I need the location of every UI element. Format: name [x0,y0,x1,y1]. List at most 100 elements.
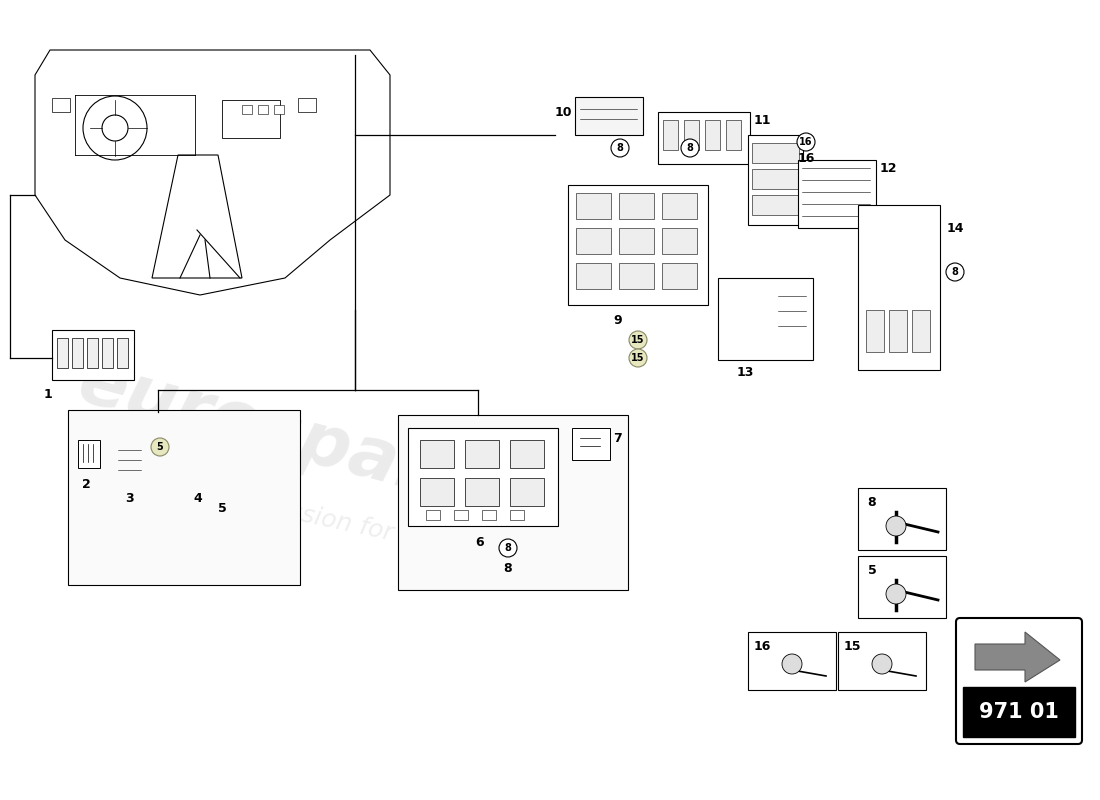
Text: 8: 8 [504,562,513,574]
Bar [662,228,697,254]
Text: 8: 8 [868,495,877,509]
Bar [619,228,654,254]
Bar [718,278,813,360]
Circle shape [798,133,815,151]
Bar [78,440,100,468]
Bar [510,478,544,506]
Circle shape [886,584,906,604]
Bar [465,440,499,468]
FancyBboxPatch shape [956,618,1082,744]
Bar [57,338,68,368]
Text: 10: 10 [554,106,572,119]
Bar [858,556,946,618]
Bar [798,160,876,228]
Text: 6: 6 [475,535,484,549]
Text: 9: 9 [614,314,623,326]
Text: 15: 15 [631,335,645,345]
Text: 5: 5 [868,563,877,577]
Bar [420,440,454,468]
Circle shape [629,349,647,367]
Bar [87,338,98,368]
Bar [752,195,799,215]
Bar [866,310,884,352]
Text: 8: 8 [952,267,958,277]
Bar [912,310,930,352]
Bar [726,120,741,150]
Bar [482,510,496,520]
Bar [258,105,268,114]
Circle shape [872,654,892,674]
Bar [752,143,799,163]
Bar [298,98,316,112]
Text: 8: 8 [505,543,512,553]
Text: 4: 4 [194,491,202,505]
Text: 16: 16 [798,151,815,165]
Text: 8: 8 [617,143,624,153]
Bar [662,193,697,219]
Bar [242,105,252,114]
Bar [658,112,750,164]
Bar [576,193,610,219]
Text: 14: 14 [946,222,964,234]
Text: eurospares: eurospares [70,347,529,533]
Bar [72,338,82,368]
Bar [748,135,803,225]
Text: a passion for parts since 1985: a passion for parts since 1985 [233,489,607,591]
Bar [662,263,697,289]
Circle shape [629,331,647,349]
Bar [889,310,908,352]
Text: 16: 16 [800,137,813,147]
Bar [510,510,524,520]
Text: 16: 16 [754,639,771,653]
Bar [117,338,128,368]
Bar [572,428,610,460]
Bar [102,338,113,368]
Text: 2: 2 [81,478,90,490]
Text: 11: 11 [754,114,771,126]
Bar [962,687,1075,737]
Bar [576,228,610,254]
Bar [858,488,946,550]
Text: 5: 5 [218,502,227,514]
Bar [68,410,300,585]
Text: 3: 3 [125,491,134,505]
Bar [52,330,134,380]
Bar [52,98,70,112]
Bar [838,632,926,690]
Bar [705,120,720,150]
Bar [858,205,940,370]
Text: 5: 5 [156,442,164,452]
Bar [454,510,467,520]
Polygon shape [975,632,1060,682]
Text: 13: 13 [736,366,754,378]
Text: 7: 7 [614,431,623,445]
Text: 15: 15 [844,639,860,653]
Text: 12: 12 [879,162,896,174]
Bar [398,415,628,590]
Bar [408,428,558,526]
Circle shape [499,539,517,557]
Circle shape [946,263,964,281]
Bar [684,120,699,150]
Bar [752,169,799,189]
Text: 1: 1 [44,389,53,402]
Bar [420,478,454,506]
Text: 971 01: 971 01 [979,702,1059,722]
Text: 15: 15 [631,353,645,363]
Circle shape [886,516,906,536]
Circle shape [681,139,698,157]
Bar [663,120,678,150]
Circle shape [610,139,629,157]
Bar [510,440,544,468]
Bar [619,193,654,219]
Circle shape [782,654,802,674]
Bar [748,632,836,690]
Text: 8: 8 [686,143,693,153]
Bar [274,105,284,114]
Circle shape [151,438,169,456]
Bar [568,185,708,305]
Bar [426,510,440,520]
Bar [619,263,654,289]
Bar [575,97,644,135]
Bar [222,100,280,138]
